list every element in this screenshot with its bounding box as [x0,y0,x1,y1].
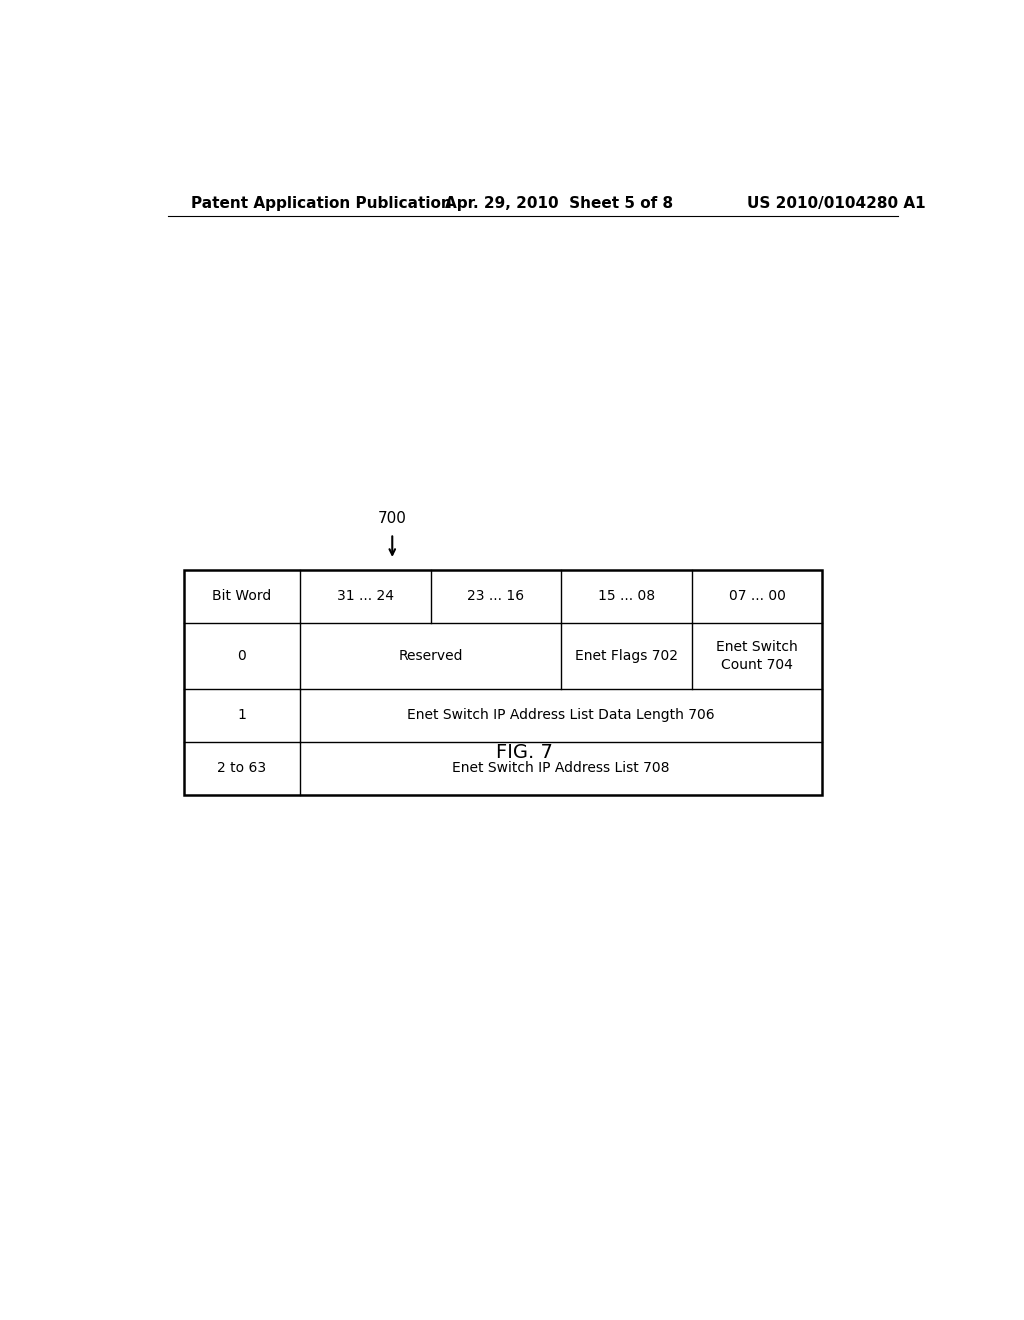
Text: 700: 700 [378,511,407,527]
Text: Bit Word: Bit Word [212,590,271,603]
Text: Apr. 29, 2010  Sheet 5 of 8: Apr. 29, 2010 Sheet 5 of 8 [445,195,674,211]
Bar [183,570,822,795]
Text: 0: 0 [238,649,246,663]
Text: Reserved: Reserved [398,649,463,663]
Text: 23 ... 16: 23 ... 16 [467,590,524,603]
Text: Enet Switch IP Address List Data Length 706: Enet Switch IP Address List Data Length … [408,709,715,722]
Text: FIG. 7: FIG. 7 [497,743,553,763]
Text: 31 ... 24: 31 ... 24 [337,590,394,603]
Text: 15 ... 08: 15 ... 08 [598,590,655,603]
Text: Patent Application Publication: Patent Application Publication [191,195,453,211]
Text: Enet Switch
Count 704: Enet Switch Count 704 [716,640,798,672]
Text: 07 ... 00: 07 ... 00 [729,590,785,603]
Text: Enet Switch IP Address List 708: Enet Switch IP Address List 708 [453,762,670,775]
Text: 1: 1 [238,709,246,722]
Text: US 2010/0104280 A1: US 2010/0104280 A1 [748,195,926,211]
Text: Enet Flags 702: Enet Flags 702 [575,649,678,663]
Text: 2 to 63: 2 to 63 [217,762,266,775]
